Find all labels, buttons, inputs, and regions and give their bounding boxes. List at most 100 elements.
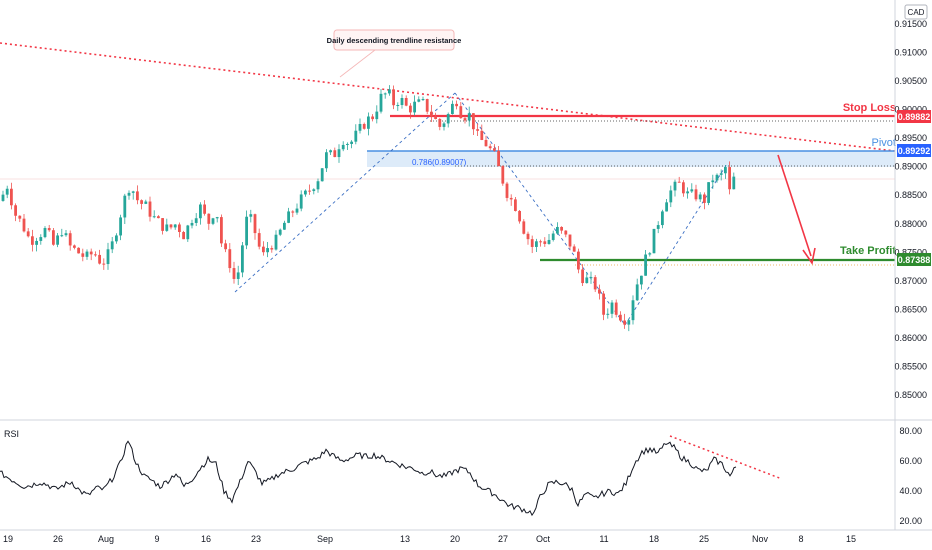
time-tick-label: 23 [251,534,261,544]
trendline-callout: Daily descending trendline resistance [327,29,461,78]
time-tick-label: 20 [450,534,460,544]
candle [341,141,345,152]
fib-786-label: 0.786(0.89007) [412,158,467,167]
candle [308,184,311,195]
pivot-label: Pivot [872,137,896,149]
candle [270,245,274,253]
candle [572,244,576,252]
candle [115,233,118,244]
candle [677,176,681,183]
candle [287,207,290,224]
candle [316,178,320,193]
candle [169,224,173,230]
candle [551,230,555,242]
time-tick-label: 16 [201,534,211,544]
candle [362,122,366,130]
currency-badge[interactable]: CAD [904,4,928,20]
candle [409,103,412,119]
price-tick-label: 0.87000 [894,276,927,286]
candle [119,214,122,241]
candle [312,188,316,195]
price-tick-label: 0.86000 [894,333,927,343]
candle [346,142,349,150]
candle [110,236,114,254]
candle [665,198,668,212]
candle [543,237,547,247]
candle [178,222,181,238]
candle [417,96,421,103]
candle [43,226,47,239]
candle [274,230,278,251]
candle [127,190,131,200]
candle [85,249,89,260]
candle [123,193,127,225]
candle [35,237,38,252]
candle [383,92,387,99]
time-tick-label: 13 [400,534,410,544]
candle [333,147,337,158]
candle [698,192,702,202]
candle [459,101,463,119]
currency-label: CAD [908,8,925,17]
candle [371,114,374,122]
candle [472,113,475,135]
candle [148,196,152,222]
projection-arrow [777,154,812,257]
candle [602,290,605,321]
rsi-pane: RSI [0,429,783,517]
candle [215,216,219,223]
stop-loss-label: Stop Loss [843,102,896,114]
candles [1,85,736,332]
candle [5,185,9,199]
candle [497,145,500,167]
candle [614,299,618,318]
candle [505,181,509,202]
fib-diagonal-1 [234,92,456,293]
candle [656,221,660,234]
candle [77,247,80,254]
candle [14,203,17,222]
candle [173,224,177,230]
price-pane: Daily descending trendline resistance 0.… [0,29,896,332]
price-tick-label: 0.87500 [894,247,927,257]
candle [245,210,248,250]
candle [703,192,706,210]
candle [165,218,169,232]
candle [631,295,635,325]
candle [581,264,584,286]
candle [619,311,622,323]
take-profit-price: 0.87388 [898,255,931,265]
candle [484,135,488,147]
price-tick-label: 0.85000 [894,390,927,400]
candle [421,96,425,102]
time-tick-label: Sep [317,534,333,544]
rsi-tick-label: 20.00 [899,516,922,526]
candle [442,121,446,131]
price-tick-label: 0.89500 [894,133,927,143]
candle [404,95,408,107]
time-tick-label: 8 [798,534,803,544]
candle [144,199,148,205]
candle [518,209,521,224]
candle [438,117,442,131]
candle [715,173,719,183]
candle [186,224,190,242]
time-tick-label: 9 [154,534,159,544]
price-axis: 0.91500 0.91000 0.90500 0.90000 0.89500 0.890… [894,19,927,400]
candle [39,234,43,245]
candle [253,213,257,240]
candle [299,190,303,212]
candle [98,249,101,265]
candle [509,194,513,206]
candle [329,149,332,156]
candle [379,88,383,114]
time-tick-label: 26 [53,534,63,544]
candle [152,210,156,219]
price-tick-label: 0.88500 [894,190,927,200]
candle [661,209,664,229]
candle [249,209,253,223]
candle [47,224,51,232]
candle [89,248,93,261]
candle [241,241,244,278]
candle [140,199,143,210]
